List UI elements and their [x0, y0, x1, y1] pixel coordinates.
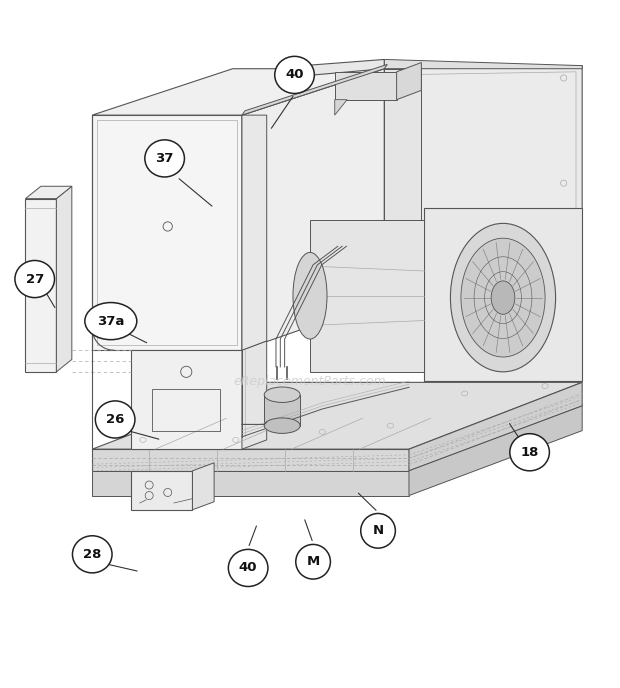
Ellipse shape: [293, 252, 327, 339]
Ellipse shape: [275, 56, 314, 94]
Ellipse shape: [461, 238, 545, 357]
Text: 18: 18: [520, 446, 539, 459]
Polygon shape: [384, 65, 582, 301]
Ellipse shape: [145, 140, 184, 177]
Polygon shape: [397, 63, 422, 100]
Polygon shape: [335, 100, 347, 115]
Polygon shape: [131, 471, 192, 510]
Text: 37a: 37a: [97, 314, 125, 327]
Polygon shape: [56, 186, 72, 372]
Polygon shape: [409, 383, 582, 471]
Ellipse shape: [95, 401, 135, 438]
Text: 28: 28: [83, 548, 102, 561]
Polygon shape: [192, 463, 214, 510]
Ellipse shape: [296, 544, 330, 579]
Text: eReplacementParts.com: eReplacementParts.com: [234, 375, 386, 387]
Polygon shape: [92, 471, 409, 495]
Polygon shape: [131, 350, 242, 449]
Ellipse shape: [85, 303, 137, 340]
Polygon shape: [92, 69, 384, 115]
Ellipse shape: [264, 387, 300, 402]
Polygon shape: [242, 341, 267, 449]
Text: 40: 40: [239, 561, 257, 574]
Polygon shape: [25, 186, 72, 199]
Polygon shape: [384, 69, 422, 301]
Polygon shape: [92, 449, 409, 471]
Polygon shape: [384, 59, 582, 69]
Text: 37: 37: [156, 152, 174, 165]
Polygon shape: [425, 208, 582, 381]
Polygon shape: [264, 395, 300, 426]
Ellipse shape: [15, 261, 55, 298]
Ellipse shape: [228, 550, 268, 586]
Polygon shape: [335, 72, 397, 100]
Polygon shape: [279, 59, 384, 78]
Text: 26: 26: [106, 413, 125, 426]
Text: 40: 40: [285, 68, 304, 81]
Polygon shape: [92, 383, 582, 449]
Polygon shape: [409, 406, 582, 495]
Ellipse shape: [450, 224, 556, 372]
Polygon shape: [242, 65, 388, 115]
Ellipse shape: [264, 418, 300, 433]
Polygon shape: [25, 199, 56, 372]
Polygon shape: [242, 115, 267, 350]
Text: 27: 27: [25, 272, 44, 286]
Ellipse shape: [510, 433, 549, 471]
Text: M: M: [306, 555, 320, 568]
Polygon shape: [242, 69, 384, 350]
Polygon shape: [92, 115, 242, 350]
Ellipse shape: [491, 281, 515, 314]
Ellipse shape: [361, 513, 396, 548]
Polygon shape: [310, 220, 425, 372]
Text: N: N: [373, 524, 384, 537]
Ellipse shape: [73, 536, 112, 573]
